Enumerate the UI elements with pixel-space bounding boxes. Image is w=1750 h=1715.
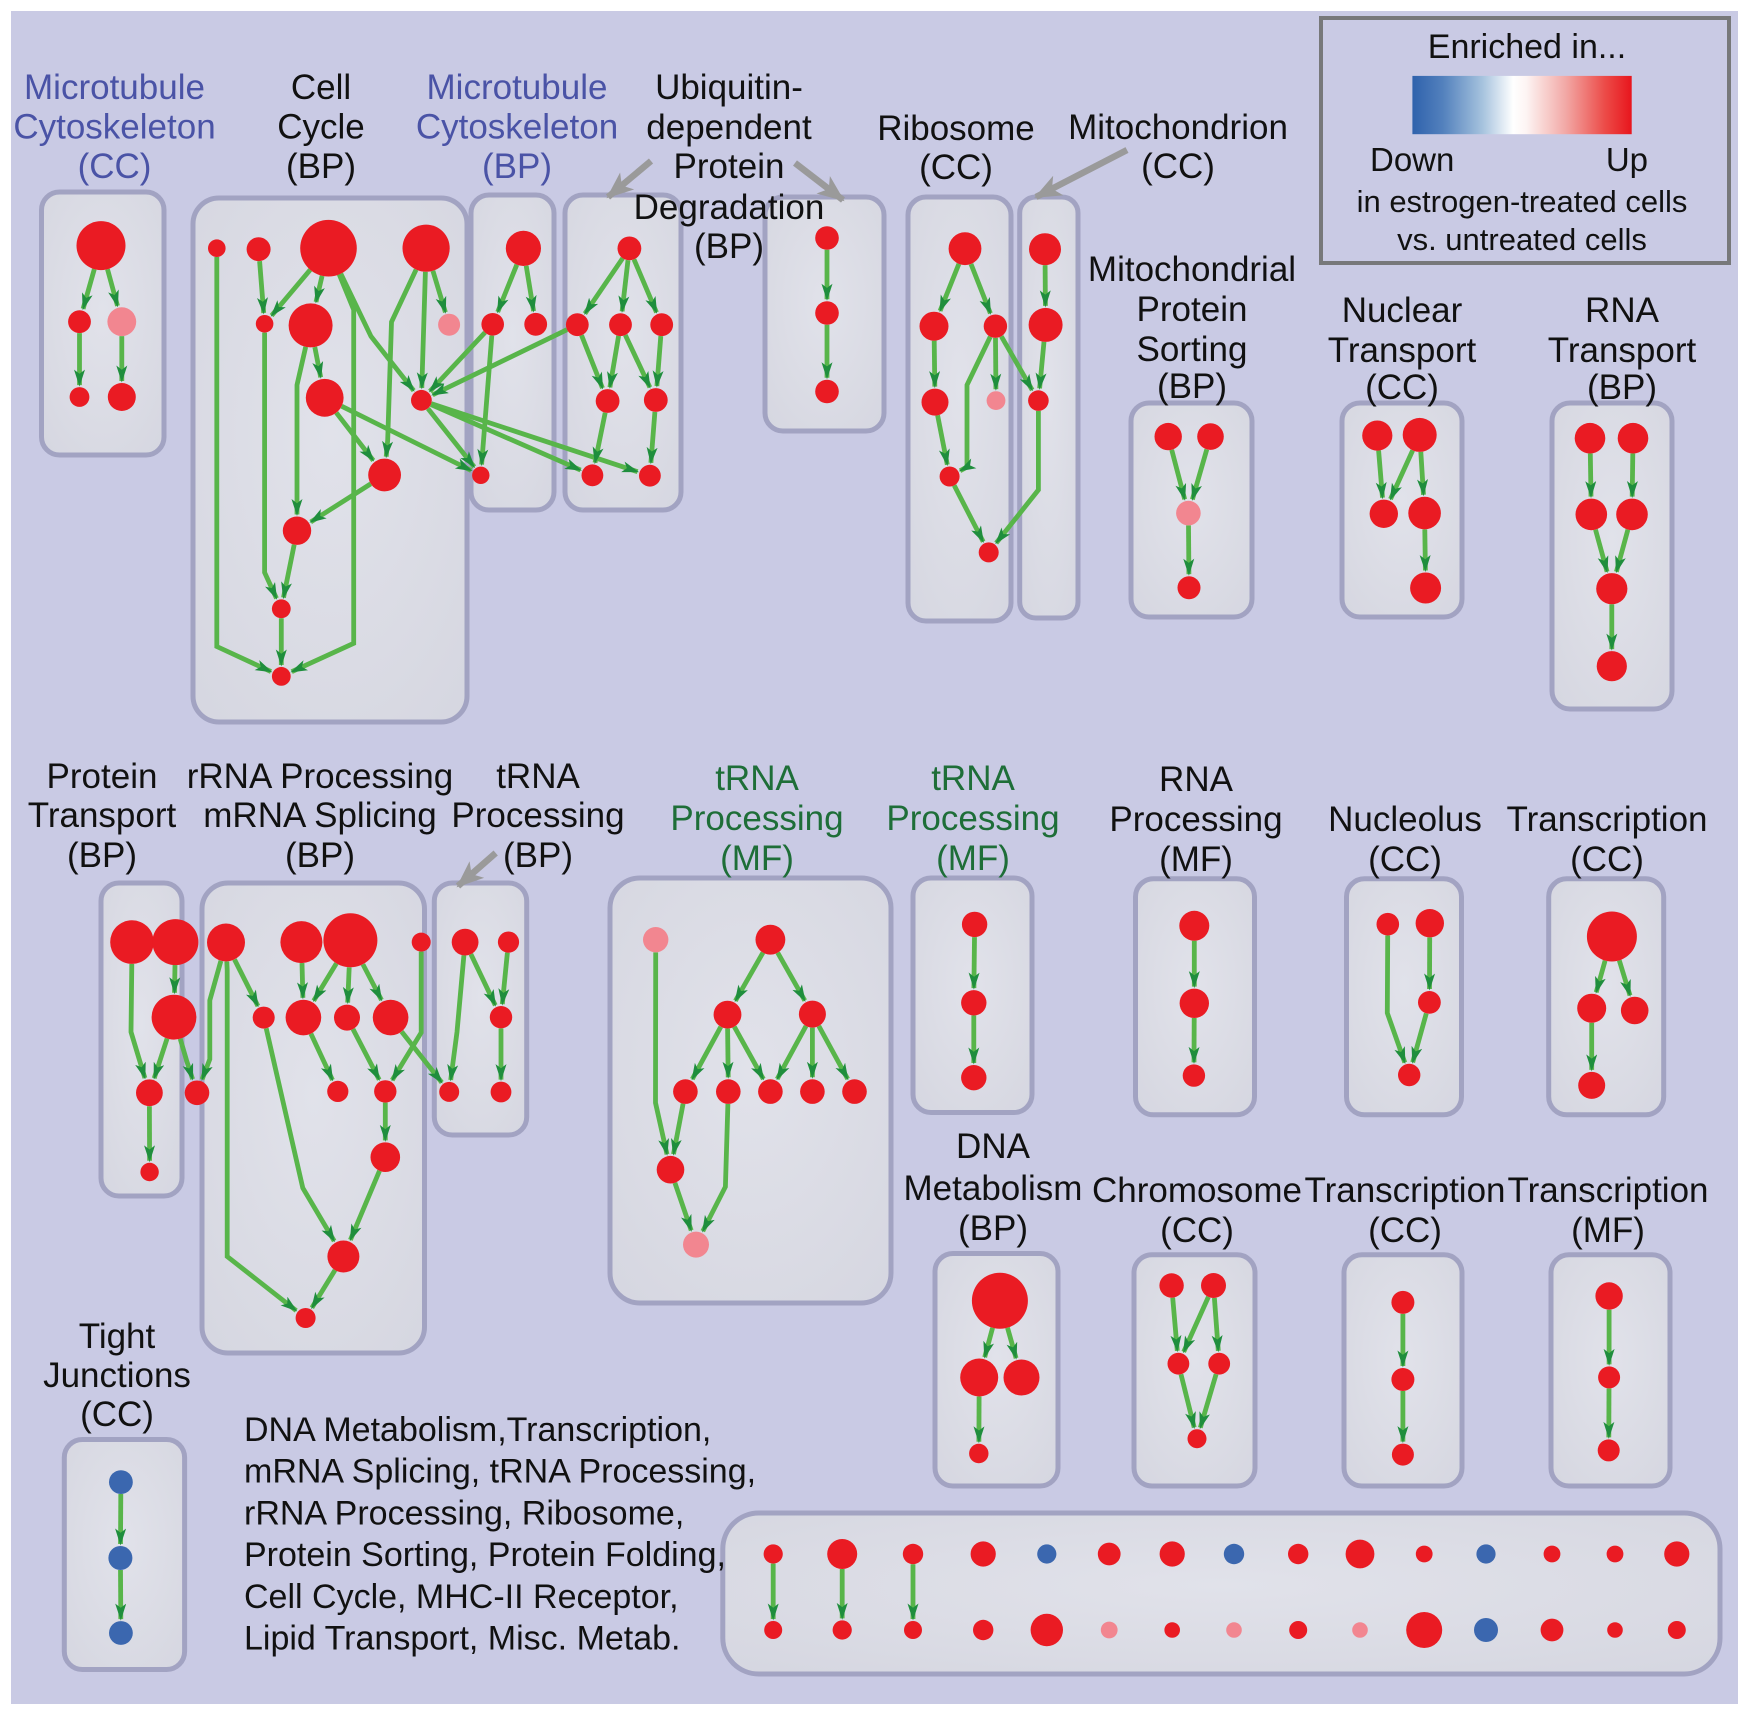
- svg-text:(CC): (CC): [1368, 840, 1442, 879]
- svg-text:RNA: RNA: [1585, 291, 1660, 330]
- svg-text:Mitochondrial: Mitochondrial: [1088, 250, 1296, 289]
- svg-text:(BP): (BP): [286, 147, 356, 186]
- svg-text:Transport: Transport: [28, 796, 177, 835]
- svg-text:tRNA: tRNA: [931, 759, 1015, 798]
- svg-text:(MF): (MF): [720, 839, 794, 878]
- svg-text:Mitochondrion: Mitochondrion: [1068, 108, 1288, 147]
- svg-text:mRNA Splicing: mRNA Splicing: [203, 796, 436, 835]
- svg-text:Cytoskeleton: Cytoskeleton: [13, 108, 215, 147]
- svg-text:(BP): (BP): [67, 836, 137, 875]
- svg-text:tRNA: tRNA: [715, 759, 799, 798]
- svg-text:(BP): (BP): [1157, 367, 1227, 406]
- svg-text:(CC): (CC): [1365, 368, 1439, 407]
- svg-text:Processing: Processing: [1109, 800, 1282, 839]
- svg-text:Microtubule: Microtubule: [24, 68, 205, 107]
- svg-text:(CC): (CC): [78, 147, 152, 186]
- svg-text:(CC): (CC): [1570, 840, 1644, 879]
- svg-text:(BP): (BP): [958, 1209, 1028, 1248]
- svg-text:(BP): (BP): [1587, 368, 1657, 407]
- svg-text:(CC): (CC): [1368, 1211, 1442, 1250]
- svg-text:Up: Up: [1606, 141, 1648, 178]
- svg-text:Nucleolus: Nucleolus: [1328, 800, 1482, 839]
- svg-text:Protein: Protein: [1137, 290, 1248, 329]
- svg-text:Cell Cycle, MHC-II Receptor,: Cell Cycle, MHC-II Receptor,: [244, 1578, 679, 1616]
- svg-text:Ubiquitin-: Ubiquitin-: [655, 68, 803, 107]
- svg-text:in estrogen-treated cells: in estrogen-treated cells: [1357, 184, 1688, 219]
- svg-text:(CC): (CC): [1141, 147, 1215, 186]
- svg-text:(CC): (CC): [919, 148, 993, 187]
- svg-text:Sorting: Sorting: [1137, 330, 1248, 369]
- svg-text:(MF): (MF): [1571, 1211, 1645, 1250]
- svg-text:dependent: dependent: [646, 108, 812, 147]
- svg-text:Lipid Transport, Misc. Metab.: Lipid Transport, Misc. Metab.: [244, 1620, 681, 1658]
- svg-text:Enriched in...: Enriched in...: [1428, 28, 1626, 66]
- svg-text:Microtubule: Microtubule: [427, 68, 608, 107]
- svg-text:Chromosome: Chromosome: [1092, 1171, 1302, 1210]
- svg-text:mRNA Splicing, tRNA Processing: mRNA Splicing, tRNA Processing,: [244, 1453, 756, 1491]
- svg-text:DNA: DNA: [956, 1127, 1031, 1166]
- svg-text:Junctions: Junctions: [43, 1356, 191, 1395]
- svg-text:Degradation: Degradation: [634, 188, 825, 227]
- svg-text:(CC): (CC): [1160, 1211, 1234, 1250]
- svg-text:Transcription: Transcription: [1305, 1171, 1506, 1210]
- svg-text:Cell: Cell: [291, 68, 351, 107]
- svg-text:Metabolism: Metabolism: [904, 1169, 1083, 1208]
- svg-text:Transport: Transport: [1548, 331, 1697, 370]
- svg-text:Protein: Protein: [47, 757, 158, 796]
- svg-text:Ribosome: Ribosome: [877, 109, 1035, 148]
- svg-text:Tight: Tight: [79, 1317, 156, 1356]
- svg-text:rRNA Processing, Ribosome,: rRNA Processing, Ribosome,: [244, 1494, 684, 1532]
- svg-text:Protein: Protein: [674, 147, 785, 186]
- svg-text:(BP): (BP): [482, 147, 552, 186]
- svg-text:Protein Sorting, Protein Foldi: Protein Sorting, Protein Folding,: [244, 1536, 726, 1574]
- svg-text:(CC): (CC): [80, 1395, 154, 1434]
- svg-text:Processing: Processing: [451, 796, 624, 835]
- svg-text:Cycle: Cycle: [277, 108, 365, 147]
- svg-text:RNA: RNA: [1159, 760, 1234, 799]
- svg-text:(BP): (BP): [503, 836, 573, 875]
- svg-text:tRNA: tRNA: [496, 757, 580, 796]
- svg-text:Nuclear: Nuclear: [1342, 291, 1463, 330]
- svg-text:Down: Down: [1370, 141, 1454, 178]
- svg-text:Transcription: Transcription: [1507, 800, 1708, 839]
- svg-text:Processing: Processing: [886, 799, 1059, 838]
- svg-text:(MF): (MF): [936, 839, 1010, 878]
- svg-text:(BP): (BP): [694, 227, 764, 266]
- svg-text:DNA Metabolism,Transcription,: DNA Metabolism,Transcription,: [244, 1411, 711, 1449]
- svg-text:rRNA Processing: rRNA Processing: [187, 757, 453, 796]
- svg-text:(BP): (BP): [285, 836, 355, 875]
- svg-text:vs. untreated cells: vs. untreated cells: [1397, 222, 1647, 257]
- svg-text:Transcription: Transcription: [1508, 1171, 1709, 1210]
- svg-text:(MF): (MF): [1159, 840, 1233, 879]
- svg-text:Processing: Processing: [670, 799, 843, 838]
- svg-text:Cytoskeleton: Cytoskeleton: [416, 108, 618, 147]
- svg-text:Transport: Transport: [1328, 331, 1477, 370]
